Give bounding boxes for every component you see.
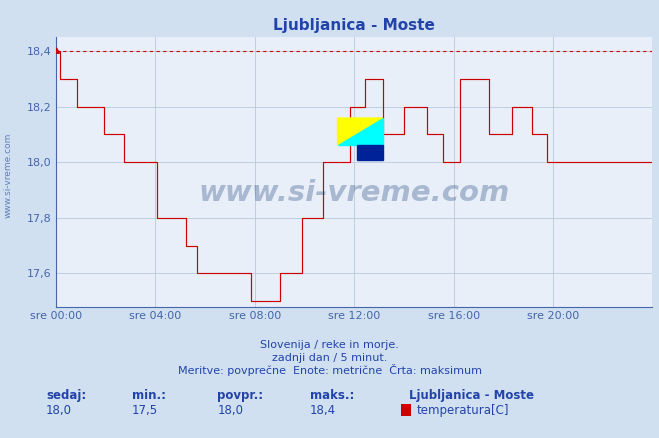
Polygon shape [337,118,383,145]
Text: temperatura[C]: temperatura[C] [416,404,509,417]
Text: povpr.:: povpr.: [217,389,264,402]
Text: www.si-vreme.com: www.si-vreme.com [198,180,510,208]
Text: 18,0: 18,0 [46,404,72,417]
Polygon shape [357,145,383,160]
Text: 17,5: 17,5 [132,404,158,417]
Text: zadnji dan / 5 minut.: zadnji dan / 5 minut. [272,353,387,364]
Text: Meritve: povprečne  Enote: metrične  Črta: maksimum: Meritve: povprečne Enote: metrične Črta:… [177,364,482,377]
Text: Slovenija / reke in morje.: Slovenija / reke in morje. [260,340,399,350]
Title: Ljubljanica - Moste: Ljubljanica - Moste [273,18,435,33]
Text: Ljubljanica - Moste: Ljubljanica - Moste [409,389,534,402]
Text: 18,0: 18,0 [217,404,243,417]
Text: sedaj:: sedaj: [46,389,86,402]
Text: 18,4: 18,4 [310,404,336,417]
Polygon shape [337,118,383,145]
Text: min.:: min.: [132,389,166,402]
Text: maks.:: maks.: [310,389,354,402]
Text: www.si-vreme.com: www.si-vreme.com [3,133,13,218]
